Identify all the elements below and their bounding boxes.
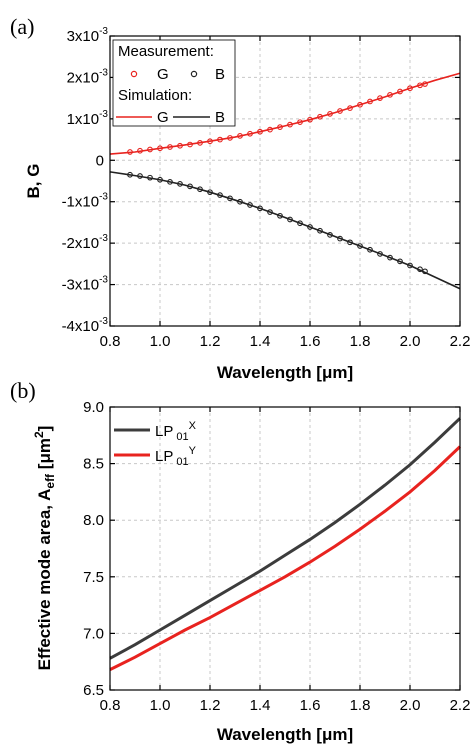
panel-a-x-axis-label: Wavelength [μm] xyxy=(217,363,353,382)
legend-b-measurement-marker xyxy=(190,70,198,78)
legend-lp01x-label: LP 01X xyxy=(155,420,197,443)
panel-b-x-tick-labels: 0.8 1.0 1.2 1.4 1.6 1.8 2.0 2.2 xyxy=(100,697,471,714)
legend-g-measurement-marker xyxy=(130,70,138,78)
y-tick-label: 9.0 xyxy=(83,399,104,416)
panel-b-frame xyxy=(109,406,461,691)
x-tick-label: 2.0 xyxy=(400,697,421,714)
point-b-measurement xyxy=(307,224,313,230)
panel-b-x-axis-label: Wavelength [μm] xyxy=(217,725,353,744)
point-b-measurement xyxy=(357,243,363,249)
panel-b-y-axis-label: Effective mode area, Aeff [μm2] xyxy=(32,426,57,671)
y-tick-label: 8.5 xyxy=(83,456,104,473)
series-line-lp01y xyxy=(109,445,462,671)
y-tick-label: 2x10-3 xyxy=(67,67,109,86)
y-tick-label: 8.0 xyxy=(83,512,104,529)
x-tick-label: 1.8 xyxy=(350,697,371,714)
panel-a-y-axis-label: B, G xyxy=(24,164,43,199)
x-tick-label: 1.6 xyxy=(300,697,321,714)
series-line-b-simulation xyxy=(109,171,461,290)
y-tick-label: 0 xyxy=(96,152,104,169)
y-tick-label: -3x10-3 xyxy=(62,275,109,294)
y-tick-label: -2x10-3 xyxy=(62,233,109,252)
y-tick-label: 3x10-3 xyxy=(67,26,109,45)
legend-g-measurement-label: G xyxy=(157,66,169,83)
point-b-measurement xyxy=(407,262,413,269)
x-tick-label: 1.2 xyxy=(200,697,221,714)
y-tick-label: 7.5 xyxy=(83,569,104,586)
legend-lp01y-label: LP 01Y xyxy=(155,445,197,468)
panel-a-frame xyxy=(109,35,461,327)
panel-a-series xyxy=(109,72,461,290)
panel-a-x-tick-labels: 0.8 1.0 1.2 1.4 1.6 1.8 2.0 2.2 xyxy=(100,333,471,350)
x-tick-label: 1.0 xyxy=(150,697,171,714)
legend-b-simulation-label: B xyxy=(215,109,225,126)
x-tick-label: 0.8 xyxy=(100,333,121,350)
panel-a-legend-box xyxy=(112,39,236,127)
x-tick-label: 0.8 xyxy=(100,697,121,714)
panel-b-series xyxy=(109,417,462,671)
legend-simulation-title: Simulation: xyxy=(118,87,192,104)
panel-b-plot: 0.8 1.0 1.2 1.4 1.6 1.8 2.0 2.2 6.5 7.0 7.5 8.0 8.5… xyxy=(32,399,470,744)
panel-b-label: (b) xyxy=(10,378,36,403)
x-tick-label: 1.0 xyxy=(150,333,171,350)
x-tick-label: 1.2 xyxy=(200,333,221,350)
y-tick-label: 7.0 xyxy=(83,625,104,642)
panel-a-label: (a) xyxy=(10,14,34,39)
x-tick-label: 2.2 xyxy=(450,697,471,714)
panel-b-ticks xyxy=(109,406,461,691)
panel-a-legend: Measurement: G B Simulation: G B xyxy=(112,39,236,127)
y-tick-label: 6.5 xyxy=(83,682,104,699)
panel-a-plot: 0.8 1.0 1.2 1.4 1.6 1.8 2.0 2.2 3x10-3 2x10-3 1x1… xyxy=(24,26,470,382)
y-tick-label: -1x10-3 xyxy=(62,192,109,211)
legend-g-simulation-label: G xyxy=(157,109,169,126)
panel-a-y-tick-labels: 3x10-3 2x10-3 1x10-3 0 -1x10-3 -2x10-3 -3x10-3… xyxy=(62,26,109,335)
x-tick-label: 1.6 xyxy=(300,333,321,350)
x-tick-label: 1.4 xyxy=(250,697,271,714)
y-tick-label: 1x10-3 xyxy=(67,109,109,128)
legend-measurement-title: Measurement: xyxy=(118,43,214,60)
series-line-lp01x xyxy=(109,417,462,660)
y-tick-label: -4x10-3 xyxy=(62,316,109,335)
x-tick-label: 2.0 xyxy=(400,333,421,350)
x-tick-label: 2.2 xyxy=(450,333,471,350)
panel-b-y-tick-labels: 6.5 7.0 7.5 8.0 8.5 9.0 xyxy=(83,399,104,699)
legend-b-measurement-label: B xyxy=(215,66,225,83)
series-line-g-simulation xyxy=(109,72,461,155)
panel-a-ticks xyxy=(109,35,461,327)
x-tick-label: 1.4 xyxy=(250,333,271,350)
x-tick-label: 1.8 xyxy=(350,333,371,350)
panel-b-legend: LP 01X LP 01Y xyxy=(114,420,197,468)
